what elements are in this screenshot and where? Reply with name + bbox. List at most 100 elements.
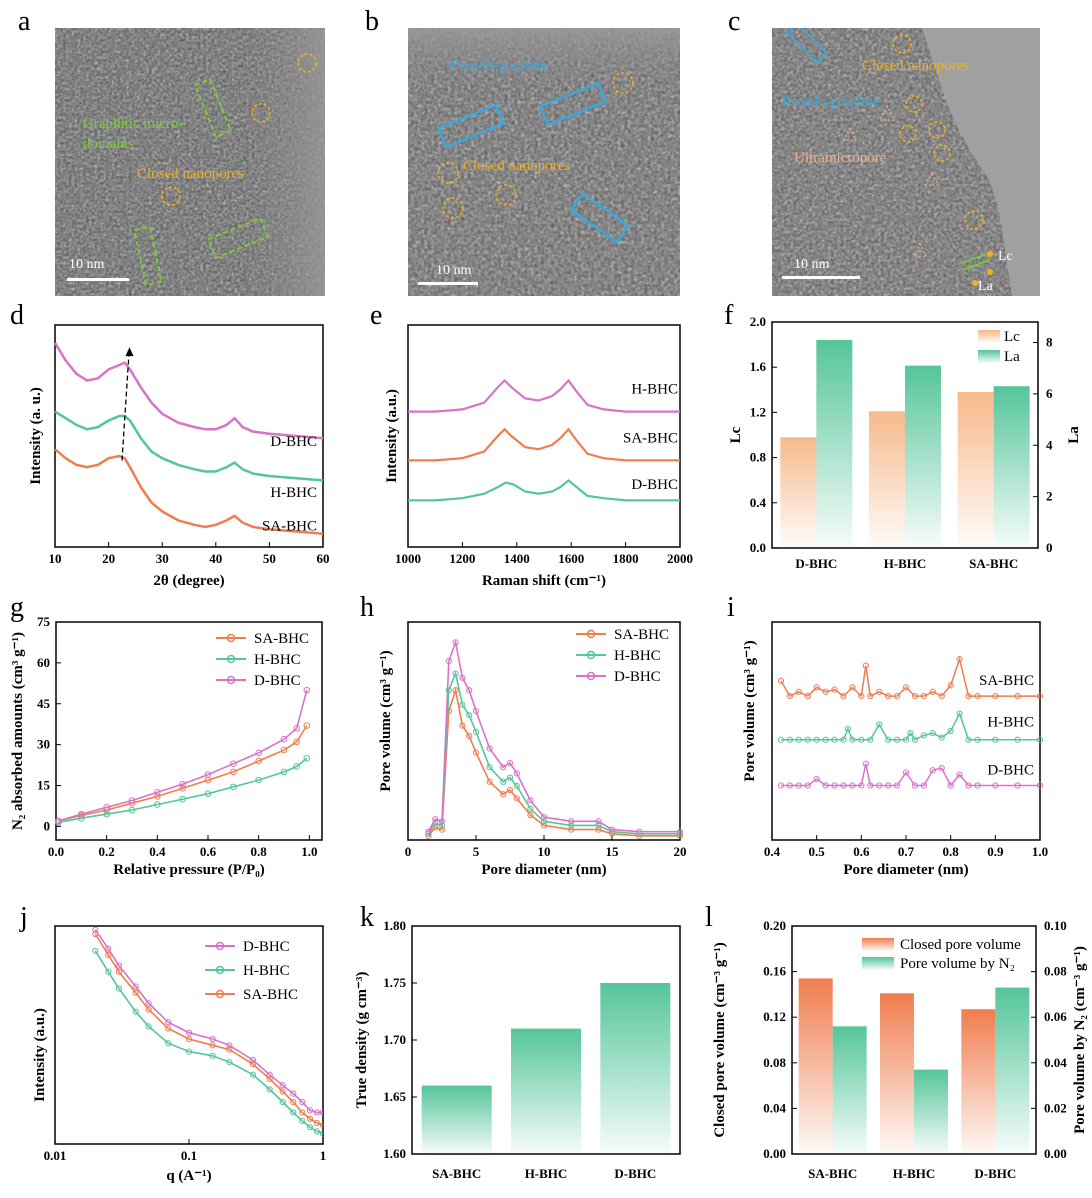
data-point — [786, 782, 793, 789]
data-point — [885, 736, 892, 743]
x-category-label: D-BHC — [614, 1166, 656, 1181]
x-tick-label: 50 — [263, 551, 276, 566]
series-line-D-BHC — [427, 639, 680, 833]
plot-frame — [771, 621, 1041, 841]
data-point — [105, 951, 112, 959]
data-point — [907, 730, 914, 737]
data-point — [938, 693, 945, 700]
x-tick-label: 0.01 — [44, 1148, 67, 1163]
series-line-SA-BHC — [54, 448, 324, 535]
y-axis-label: True density (g cm⁻³) — [354, 972, 370, 1109]
y-tick-label: 0.04 — [763, 1100, 786, 1115]
x-tick-label: 0.7 — [898, 844, 915, 859]
data-point — [165, 1019, 172, 1026]
y2-tick-label: 0.10 — [1044, 918, 1067, 933]
y-axis-label: Closed pore volume (cm⁻³ g⁻¹) — [712, 942, 728, 1137]
x-tick-label: 20 — [102, 551, 115, 566]
data-point — [103, 804, 110, 811]
peak-shift-arrow — [121, 353, 130, 461]
chart-l-pore-volume: 0.00 0.04 0.08 0.12 0.16 0.20 0.00 0.02 0.04 0.06… — [700, 908, 1092, 1198]
data-point — [445, 687, 452, 694]
x-tick-label: 1400 — [504, 551, 530, 566]
data-point — [452, 639, 459, 646]
legend-marker-D-BHC — [226, 675, 236, 685]
x-tick-label: 0.4 — [764, 844, 781, 859]
data-point — [1014, 736, 1021, 743]
data-point — [179, 780, 186, 788]
panel-letter-h: h — [360, 592, 374, 623]
y2-axis-label: La — [1066, 426, 1082, 444]
panel-letter-k: k — [360, 902, 374, 933]
tem-image-a: Graphitic micro- domains Closed nanopore… — [55, 28, 325, 296]
data-point — [902, 736, 910, 743]
data-point — [786, 693, 793, 700]
data-point — [154, 793, 161, 800]
legend-swatch-Pore volume by N₂ — [862, 957, 894, 970]
scale-bar-a — [67, 278, 129, 281]
plot-frame — [407, 324, 681, 548]
data-point — [867, 782, 874, 789]
y-axis-label: Lc — [728, 426, 744, 443]
data-point — [947, 782, 954, 789]
data-point — [822, 736, 829, 743]
bar-Pore volume by N₂-D-BHC — [995, 987, 1030, 1154]
data-point — [319, 1130, 323, 1137]
data-point — [929, 767, 936, 774]
series-line-SA-BHC — [780, 656, 1040, 698]
data-point — [885, 782, 892, 789]
legend-marker-H-BHC — [586, 650, 596, 660]
x-axis-label: Pore diameter (nm) — [481, 862, 606, 878]
data-point — [226, 1042, 233, 1049]
data-point — [795, 782, 802, 789]
x-axis-label: 2θ (degree) — [153, 573, 224, 589]
data-point — [293, 724, 300, 732]
legend-label-H-BHC: H-BHC — [614, 648, 661, 664]
x-category-label: SA-BHC — [432, 1166, 481, 1181]
bar-Closed pore volume-SA-BHC — [798, 978, 833, 1154]
data-point — [858, 693, 865, 700]
panel-letter-i: i — [727, 592, 735, 623]
data-point — [636, 828, 643, 835]
x-tick-label: 1000 — [395, 551, 421, 566]
series-line-SA-BHC — [94, 933, 323, 1126]
x-tick-label: 0.6 — [200, 844, 217, 859]
data-point — [500, 791, 507, 798]
bar-Pore volume by N₂-SA-BHC — [832, 1026, 867, 1154]
data-point — [911, 693, 919, 700]
data-point — [804, 782, 811, 789]
tem-c-label-la: La — [978, 279, 994, 294]
bar-SA-BHC — [421, 1085, 492, 1154]
data-point — [266, 1086, 273, 1093]
data-point — [862, 662, 869, 669]
scale-bar-label-c: 10 nm — [794, 257, 830, 272]
data-point — [185, 1035, 193, 1043]
data-point — [885, 693, 892, 700]
x-category-label: H-BHC — [525, 1166, 568, 1181]
bar-La-D-BHC — [816, 339, 853, 548]
data-point — [92, 930, 99, 938]
data-point — [209, 1052, 216, 1059]
data-point — [466, 687, 473, 694]
bar-Lc-SA-BHC — [957, 392, 994, 548]
x-tick-label: 15 — [606, 844, 620, 859]
data-point — [145, 1000, 152, 1007]
data-point — [506, 759, 514, 767]
data-point — [105, 968, 112, 975]
y-tick-label: 1.2 — [750, 404, 766, 419]
chart-k-density: 1.60 1.65 1.70 1.75 1.80 SA-BHC H-BHC D-BHC True… — [350, 908, 690, 1198]
series-line-H-BHC — [54, 410, 324, 482]
data-point — [299, 1117, 306, 1124]
data-point — [78, 814, 85, 822]
plot-frame — [54, 324, 324, 548]
y-tick-label: 0.4 — [750, 495, 767, 510]
y-axis-label: N₂ absorbed amounts (cm³ g⁻¹) — [10, 632, 26, 830]
data-point — [249, 1071, 257, 1078]
data-point — [290, 1090, 297, 1097]
legend-label-SA-BHC: SA-BHC — [614, 627, 669, 643]
data-point — [230, 760, 237, 767]
plot-frame — [55, 621, 323, 841]
data-point — [230, 783, 237, 791]
legend-label-La: La — [1004, 349, 1020, 365]
data-point — [299, 1098, 306, 1106]
data-point — [840, 782, 847, 789]
